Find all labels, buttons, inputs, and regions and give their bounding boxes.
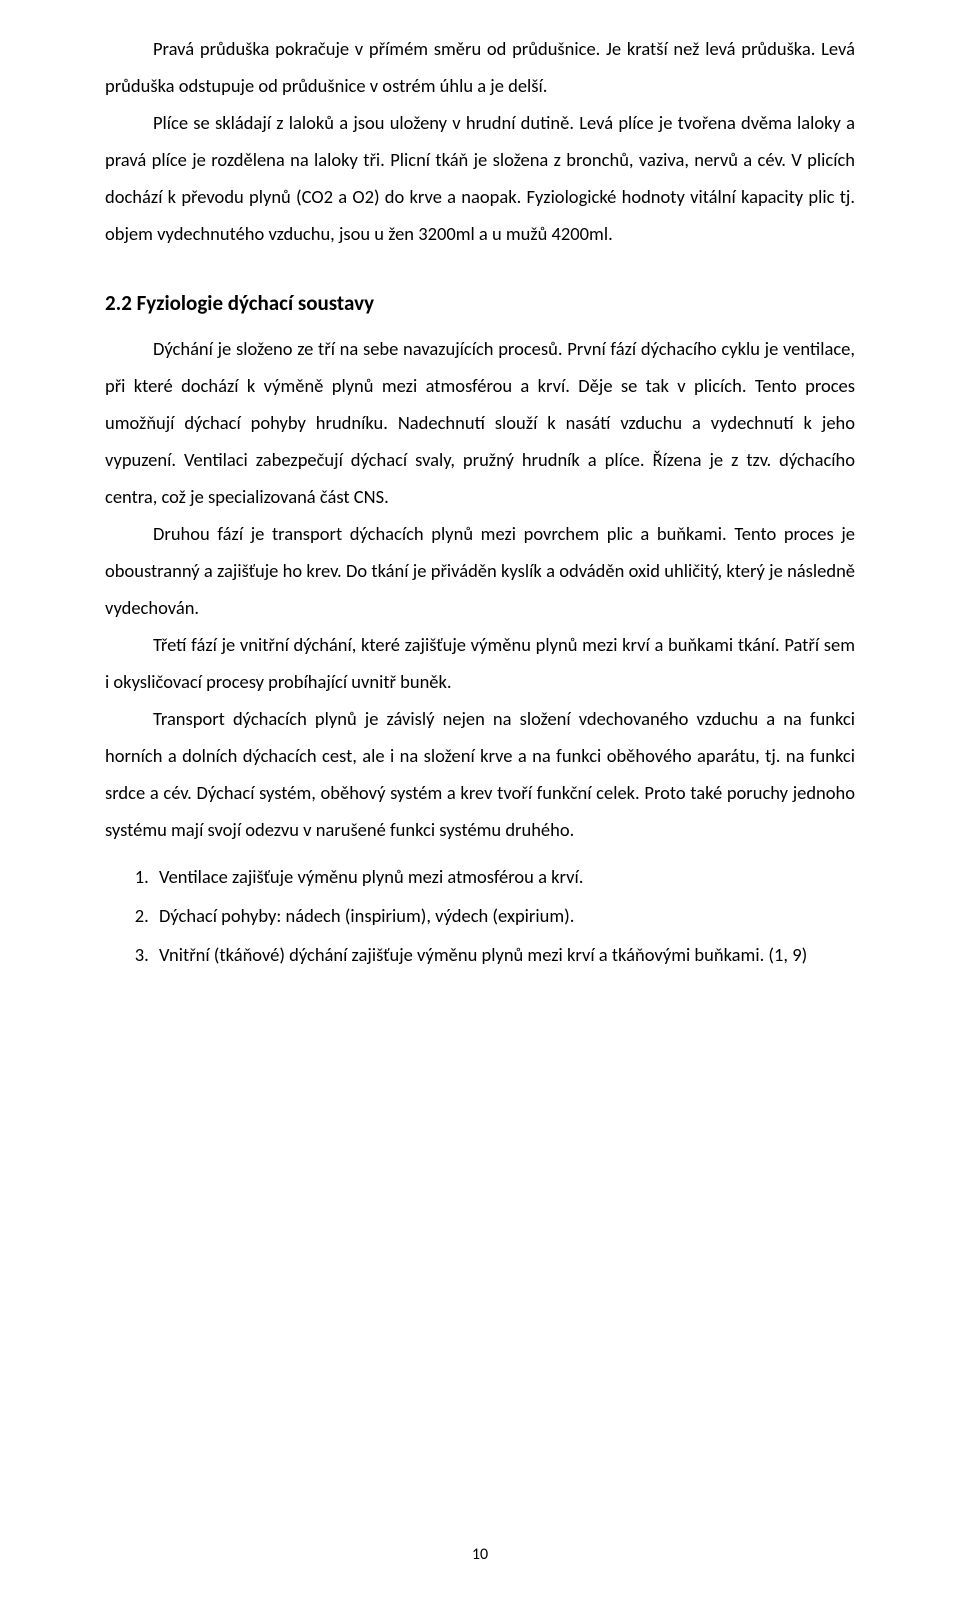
list-item-1: Ventilace zajišťuje výměnu plynů mezi at… <box>153 858 855 895</box>
paragraph-1: Pravá průduška pokračuje v přímém směru … <box>105 30 855 104</box>
list-item-2: Dýchací pohyby: nádech (inspirium), výde… <box>153 897 855 934</box>
paragraph-4: Druhou fází je transport dýchacích plynů… <box>105 515 855 626</box>
document-page: Pravá průduška pokračuje v přímém směru … <box>0 0 960 1614</box>
section-heading-2-2: 2.2 Fyziologie dýchací soustavy <box>105 290 855 316</box>
list-item-3: Vnitřní (tkáňové) dýchání zajišťuje výmě… <box>153 936 855 973</box>
paragraph-6: Transport dýchacích plynů je závislý nej… <box>105 700 855 848</box>
numbered-list: Ventilace zajišťuje výměnu plynů mezi at… <box>105 858 855 973</box>
page-number: 10 <box>0 1545 960 1564</box>
paragraph-5: Třetí fází je vnitřní dýchání, které zaj… <box>105 626 855 700</box>
paragraph-3: Dýchání je složeno ze tří na sebe navazu… <box>105 330 855 515</box>
paragraph-2: Plíce se skládají z laloků a jsou uložen… <box>105 104 855 252</box>
